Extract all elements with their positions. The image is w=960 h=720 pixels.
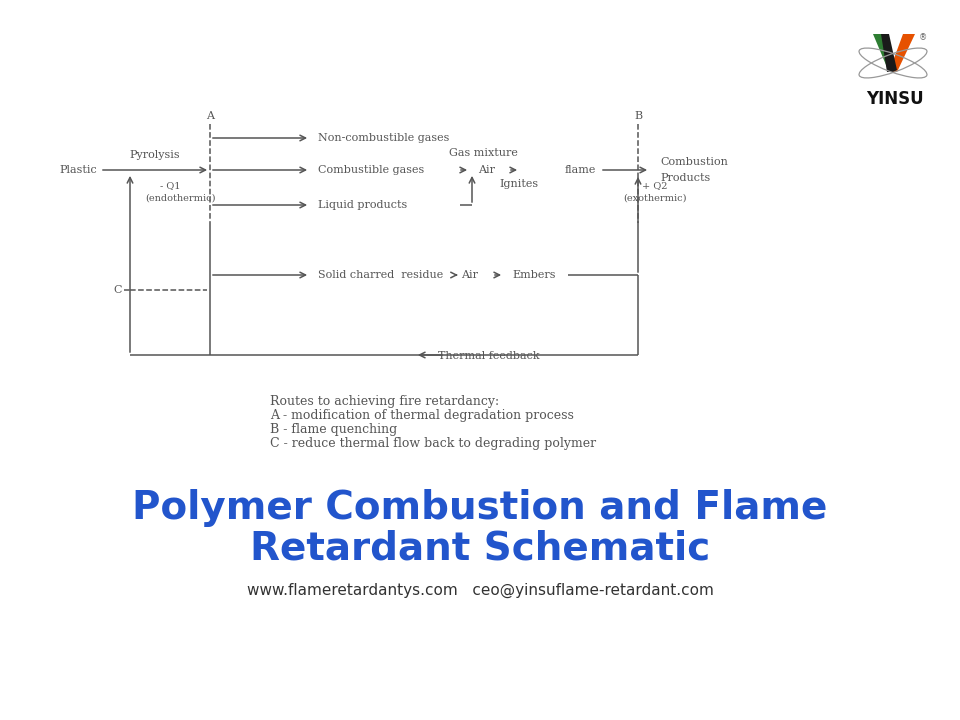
Polygon shape [889, 34, 915, 72]
Text: + Q2: + Q2 [642, 181, 667, 191]
Polygon shape [881, 34, 897, 72]
Text: Solid charred  residue: Solid charred residue [318, 270, 444, 280]
Text: (exothermic): (exothermic) [623, 194, 686, 202]
Text: Plastic: Plastic [60, 165, 97, 175]
Text: Products: Products [660, 173, 710, 183]
Text: Air: Air [478, 165, 495, 175]
Text: ®: ® [919, 34, 927, 42]
Text: Thermal feedback: Thermal feedback [438, 351, 540, 361]
Text: Liquid products: Liquid products [318, 200, 407, 210]
Text: A: A [206, 111, 214, 121]
Text: Combustible gases: Combustible gases [318, 165, 424, 175]
Text: A - modification of thermal degradation process: A - modification of thermal degradation … [270, 409, 574, 422]
Text: C: C [113, 285, 122, 295]
Text: Retardant Schematic: Retardant Schematic [250, 529, 710, 567]
Text: Combustion: Combustion [660, 157, 728, 167]
Text: - Q1: - Q1 [160, 181, 180, 191]
Text: flame: flame [565, 165, 596, 175]
Text: B - flame quenching: B - flame quenching [270, 423, 397, 436]
Text: Ignites: Ignites [499, 179, 539, 189]
Text: Non-combustible gases: Non-combustible gases [318, 133, 449, 143]
Text: www.flameretardantys.com   ceo@yinsuflame-retardant.com: www.flameretardantys.com ceo@yinsuflame-… [247, 582, 713, 598]
Text: C - reduce thermal flow back to degrading polymer: C - reduce thermal flow back to degradin… [270, 437, 596, 450]
Text: Polymer Combustion and Flame: Polymer Combustion and Flame [132, 489, 828, 527]
Text: Gas mixture: Gas mixture [448, 148, 517, 158]
Text: YINSU: YINSU [866, 90, 924, 108]
Text: Routes to achieving fire retardancy:: Routes to achieving fire retardancy: [270, 395, 499, 408]
Text: (endothermic): (endothermic) [145, 194, 215, 202]
Text: Air: Air [461, 270, 478, 280]
Polygon shape [873, 34, 897, 72]
Text: Embers: Embers [512, 270, 556, 280]
Text: Pyrolysis: Pyrolysis [130, 150, 180, 160]
Text: B: B [634, 111, 642, 121]
